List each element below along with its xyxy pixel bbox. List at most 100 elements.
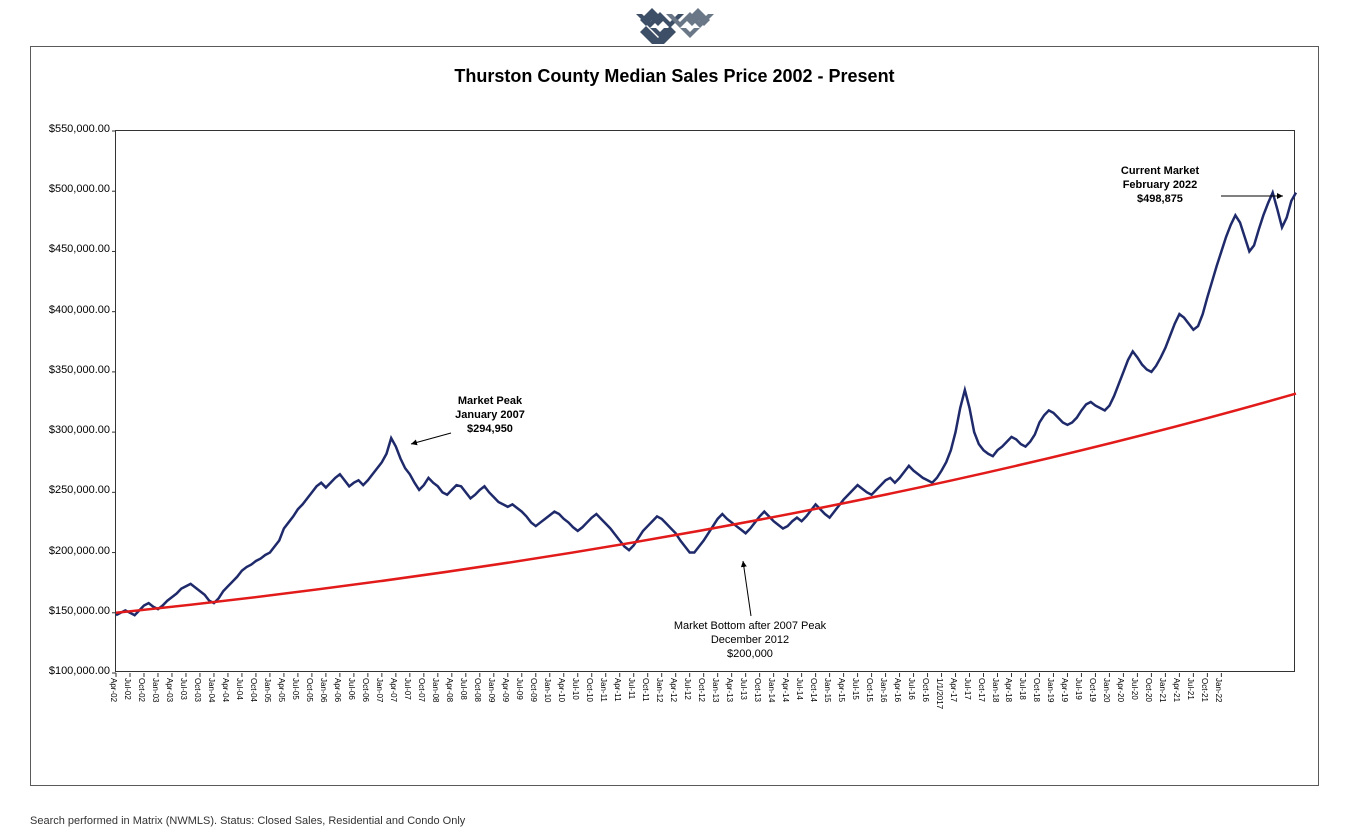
x-axis-label: Jul-16 <box>907 678 916 738</box>
trend-line <box>116 394 1296 613</box>
x-axis-label: Oct-19 <box>1088 678 1097 738</box>
y-axis-label: $150,000.00 <box>30 605 110 617</box>
x-axis-label: Apr-20 <box>1116 678 1125 738</box>
x-axis-label: Jan-08 <box>431 678 440 738</box>
x-axis-label: Jul-12 <box>683 678 692 738</box>
x-axis-label: Jan-16 <box>879 678 888 738</box>
y-axis-label: $200,000.00 <box>30 545 110 557</box>
x-axis-label: Jul-08 <box>459 678 468 738</box>
y-axis-label: $450,000.00 <box>30 243 110 255</box>
x-axis-label: Jul-07 <box>403 678 412 738</box>
x-axis-label: Oct-14 <box>809 678 818 738</box>
x-axis-label: Jan-19 <box>1046 678 1055 738</box>
x-axis-label: Oct-20 <box>1144 678 1153 738</box>
x-axis-label: Apr-19 <box>1060 678 1069 738</box>
x-axis-label: Jan-22 <box>1214 678 1223 738</box>
chart-svg <box>116 131 1294 671</box>
x-axis-label: Apr-04 <box>221 678 230 738</box>
chart-title: Thurston County Median Sales Price 2002 … <box>0 66 1349 87</box>
annotation-arrow-bottom <box>743 561 751 616</box>
x-axis-label: 1/1/2017 <box>935 678 944 738</box>
x-axis-label: Jul-09 <box>515 678 524 738</box>
x-axis-label: Oct-08 <box>473 678 482 738</box>
page-root: Thurston County Median Sales Price 2002 … <box>0 0 1349 839</box>
x-axis-label: Jan-07 <box>375 678 384 738</box>
annotation-bottom: Market Bottom after 2007 PeakDecember 20… <box>660 620 840 661</box>
x-axis-label: Jan-05 <box>263 678 272 738</box>
x-axis-label: Apr-16 <box>893 678 902 738</box>
x-axis-label: Jan-18 <box>991 678 1000 738</box>
x-axis-label: Jul-19 <box>1074 678 1083 738</box>
x-axis-label: Jan-13 <box>711 678 720 738</box>
x-axis-label: Apr-10 <box>557 678 566 738</box>
x-axis-label: Apr-09 <box>501 678 510 738</box>
x-axis-label: Oct-02 <box>137 678 146 738</box>
x-axis-label: Oct-13 <box>753 678 762 738</box>
x-axis-label: Jul-20 <box>1130 678 1139 738</box>
x-axis-label: Jul-06 <box>347 678 356 738</box>
x-axis-label: Apr-14 <box>781 678 790 738</box>
x-axis-label: Apr-08 <box>445 678 454 738</box>
x-axis-label: Oct-12 <box>697 678 706 738</box>
x-axis-label: Apr-02 <box>109 678 118 738</box>
x-axis-label: Jul-18 <box>1018 678 1027 738</box>
x-axis-label: Jul-02 <box>123 678 132 738</box>
x-axis-label: Apr-15 <box>837 678 846 738</box>
x-axis-label: Jul-13 <box>739 678 748 738</box>
y-axis-label: $400,000.00 <box>30 304 110 316</box>
x-axis-label: Oct-18 <box>1032 678 1041 738</box>
y-axis-label: $550,000.00 <box>30 123 110 135</box>
x-axis-label: Jan-21 <box>1158 678 1167 738</box>
x-axis-label: Apr-11 <box>613 678 622 738</box>
x-axis-label: Oct-11 <box>641 678 650 738</box>
x-axis-label: Oct-10 <box>585 678 594 738</box>
x-axis-label: Jan-12 <box>655 678 664 738</box>
x-axis-label: Oct-15 <box>865 678 874 738</box>
x-axis-label: Jan-04 <box>207 678 216 738</box>
x-axis-label: Jul-11 <box>627 678 636 738</box>
x-axis-label: Apr-21 <box>1172 678 1181 738</box>
x-axis-label: Jul-14 <box>795 678 804 738</box>
y-axis-label: $250,000.00 <box>30 484 110 496</box>
x-axis-label: Jan-11 <box>599 678 608 738</box>
x-axis-label: Oct-09 <box>529 678 538 738</box>
x-axis-label: Apr-18 <box>1004 678 1013 738</box>
x-axis-label: Oct-17 <box>977 678 986 738</box>
x-axis-label: Jan-03 <box>151 678 160 738</box>
footer-note: Search performed in Matrix (NWMLS). Stat… <box>30 815 465 827</box>
x-axis-label: Jan-10 <box>543 678 552 738</box>
x-axis-label: Jan-20 <box>1102 678 1111 738</box>
x-axis-label: Jul-17 <box>963 678 972 738</box>
x-axis-label: Jul-03 <box>179 678 188 738</box>
x-axis-label: Oct-04 <box>249 678 258 738</box>
x-axis-label: Jan-09 <box>487 678 496 738</box>
x-axis-label: Jul-10 <box>571 678 580 738</box>
x-axis-label: Apr-07 <box>389 678 398 738</box>
x-axis-label: Jul-15 <box>851 678 860 738</box>
x-axis-label: Jan-15 <box>823 678 832 738</box>
x-axis-label: Oct-07 <box>417 678 426 738</box>
x-axis-label: Jan-06 <box>319 678 328 738</box>
plot-area <box>115 130 1295 672</box>
annotation-current: Current MarketFebruary 2022$498,875 <box>1070 165 1250 206</box>
y-axis-label: $350,000.00 <box>30 364 110 376</box>
x-axis-label: Apr-03 <box>165 678 174 738</box>
x-axis-label: Oct-03 <box>193 678 202 738</box>
price-line <box>116 193 1296 616</box>
brand-logo <box>630 4 720 48</box>
x-axis-label: Apr-06 <box>333 678 342 738</box>
x-axis-label: Oct-05 <box>305 678 314 738</box>
x-axis-label: Jul-04 <box>235 678 244 738</box>
y-axis-label: $100,000.00 <box>30 665 110 677</box>
x-axis-label: Oct-06 <box>361 678 370 738</box>
x-axis-label: Apr-05 <box>277 678 286 738</box>
x-axis-label: Jul-05 <box>291 678 300 738</box>
x-axis-label: Apr-12 <box>669 678 678 738</box>
x-axis-label: Oct-16 <box>921 678 930 738</box>
x-axis-label: Jan-14 <box>767 678 776 738</box>
y-axis-label: $500,000.00 <box>30 183 110 195</box>
x-axis-label: Oct-21 <box>1200 678 1209 738</box>
x-axis-label: Apr-17 <box>949 678 958 738</box>
x-axis-label: Jul-21 <box>1186 678 1195 738</box>
x-axis-label: Apr-13 <box>725 678 734 738</box>
